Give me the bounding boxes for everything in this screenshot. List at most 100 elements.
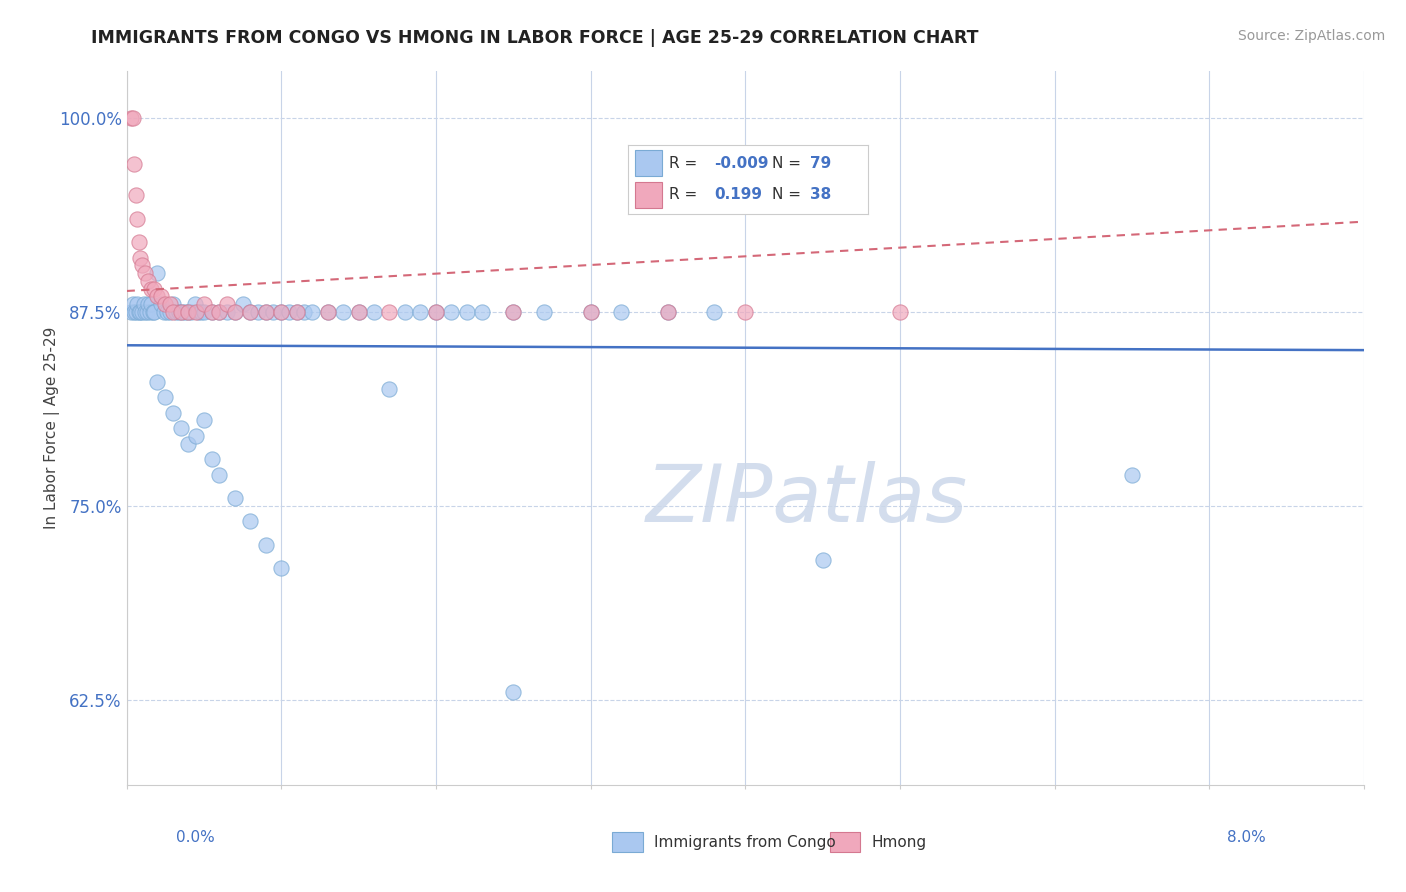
Point (146, 375, 169, 389)
Point (201, 305, 224, 319)
Point (124, 305, 146, 319)
Point (270, 561, 292, 575)
Point (134, 305, 156, 319)
Text: Source: ZipAtlas.com: Source: ZipAtlas.com (1237, 29, 1385, 43)
Point (134, 266, 156, 280)
Point (159, 305, 181, 319)
Point (177, 305, 200, 319)
Point (143, 305, 166, 319)
Point (811, 553, 834, 567)
Point (217, 297, 239, 311)
Y-axis label: In Labor Force | Age 25-29: In Labor Force | Age 25-29 (44, 327, 59, 529)
Point (316, 305, 339, 319)
Point (141, 297, 163, 311)
Point (190, 305, 212, 319)
Point (153, 297, 177, 311)
Point (149, 297, 172, 311)
Point (378, 305, 401, 319)
Point (180, 305, 202, 319)
Point (347, 305, 370, 319)
Point (142, 305, 165, 319)
Point (193, 413, 215, 427)
Point (254, 305, 277, 319)
Point (124, 157, 146, 171)
Point (187, 305, 209, 319)
Point (193, 297, 215, 311)
Point (208, 305, 231, 319)
Point (502, 305, 524, 319)
Bar (636, 182, 661, 208)
Point (162, 305, 184, 319)
Point (136, 297, 159, 311)
Point (127, 297, 149, 311)
Point (136, 274, 159, 288)
Point (129, 305, 152, 319)
Text: N =: N = (772, 156, 801, 171)
Point (186, 429, 208, 443)
Point (165, 305, 187, 319)
Point (177, 436, 200, 450)
Point (120, 111, 142, 125)
Point (579, 305, 602, 319)
Point (201, 452, 224, 467)
Text: IMMIGRANTS FROM CONGO VS HMONG IN LABOR FORCE | AGE 25-29 CORRELATION CHART: IMMIGRANTS FROM CONGO VS HMONG IN LABOR … (91, 29, 979, 46)
Text: 8.0%: 8.0% (1226, 830, 1265, 845)
Point (224, 305, 246, 319)
Point (703, 305, 725, 319)
Point (146, 289, 169, 303)
Point (121, 297, 143, 311)
Point (270, 305, 292, 319)
Point (610, 305, 633, 319)
Point (162, 406, 184, 420)
Point (127, 211, 149, 226)
Point (394, 305, 416, 319)
Point (657, 305, 679, 319)
Bar (636, 150, 661, 176)
Point (1121, 467, 1143, 482)
Point (471, 305, 494, 319)
Point (208, 467, 231, 482)
Point (316, 305, 339, 319)
Text: 0.0%: 0.0% (176, 830, 215, 845)
Point (239, 305, 262, 319)
Text: ZIPatlas: ZIPatlas (645, 460, 969, 539)
Point (425, 305, 447, 319)
Point (128, 235, 150, 249)
Point (502, 685, 524, 699)
Point (125, 305, 148, 319)
Point (224, 491, 246, 505)
Point (254, 537, 277, 551)
Point (125, 188, 148, 202)
Text: R =: R = (669, 156, 697, 171)
Point (378, 383, 401, 397)
Point (292, 305, 315, 319)
Text: 38: 38 (810, 187, 831, 202)
Point (162, 297, 184, 311)
Point (285, 305, 308, 319)
Point (186, 305, 208, 319)
Point (425, 305, 447, 319)
Point (332, 305, 354, 319)
Text: 79: 79 (810, 156, 831, 171)
Point (141, 281, 163, 295)
Point (128, 305, 150, 319)
Point (285, 305, 308, 319)
Point (174, 305, 197, 319)
Text: Immigrants from Congo: Immigrants from Congo (654, 836, 835, 850)
Point (533, 305, 555, 319)
Point (135, 305, 157, 319)
Point (363, 305, 385, 319)
Point (502, 305, 524, 319)
Point (456, 305, 478, 319)
Point (172, 305, 194, 319)
Text: 0.199: 0.199 (714, 187, 762, 202)
Point (146, 266, 169, 280)
Point (121, 111, 143, 125)
Point (131, 258, 153, 272)
Point (156, 305, 179, 319)
Point (347, 305, 370, 319)
Point (201, 305, 224, 319)
Point (217, 305, 239, 319)
Point (301, 305, 323, 319)
Point (169, 305, 191, 319)
